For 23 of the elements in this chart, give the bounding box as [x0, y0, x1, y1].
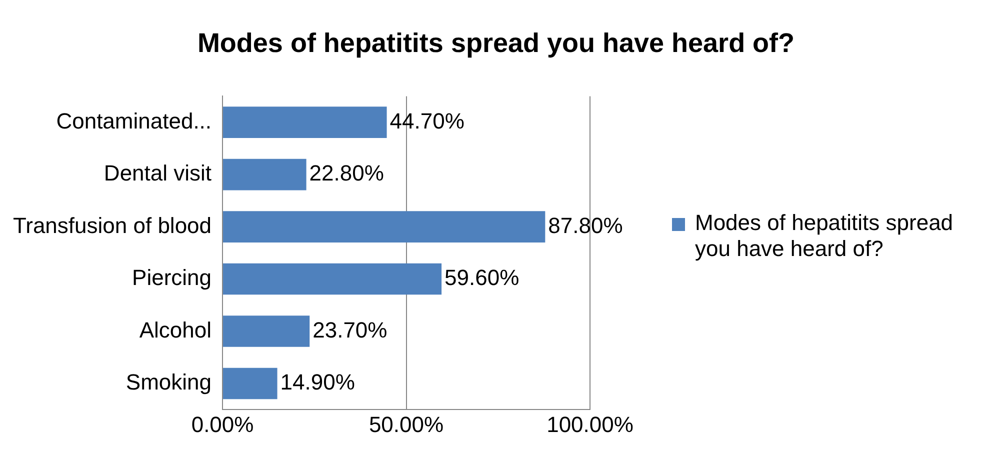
y-tick-label: Piercing — [132, 265, 212, 290]
bar — [223, 106, 387, 138]
legend-label: Modes of hepatitits spread you have heard of? — [695, 210, 954, 262]
bar — [223, 263, 442, 295]
bar — [223, 368, 278, 400]
data-label: 87.80% — [548, 212, 623, 238]
y-tick-label: Contaminated... — [56, 108, 212, 134]
x-tick-label: 0.00% — [191, 412, 254, 437]
bar — [223, 211, 546, 242]
chart-title: Modes of hepatitits spread you have heard of? — [196, 28, 796, 59]
y-tick-label: Transfusion of blood — [12, 212, 212, 238]
data-label: 22.80% — [309, 160, 384, 186]
y-tick-label: Alcohol — [139, 317, 212, 342]
data-label: 59.60% — [444, 265, 520, 290]
bar — [223, 158, 306, 190]
x-tick-label: 50.00% — [368, 412, 444, 437]
x-tick-label: 100.00% — [546, 412, 634, 437]
data-label: 44.70% — [390, 108, 464, 134]
data-label: 14.90% — [280, 370, 355, 395]
data-label: 23.70% — [312, 317, 388, 342]
y-tick-label: Smoking — [126, 370, 212, 395]
bar — [223, 316, 310, 347]
y-tick-label: Dental visit — [104, 160, 212, 186]
